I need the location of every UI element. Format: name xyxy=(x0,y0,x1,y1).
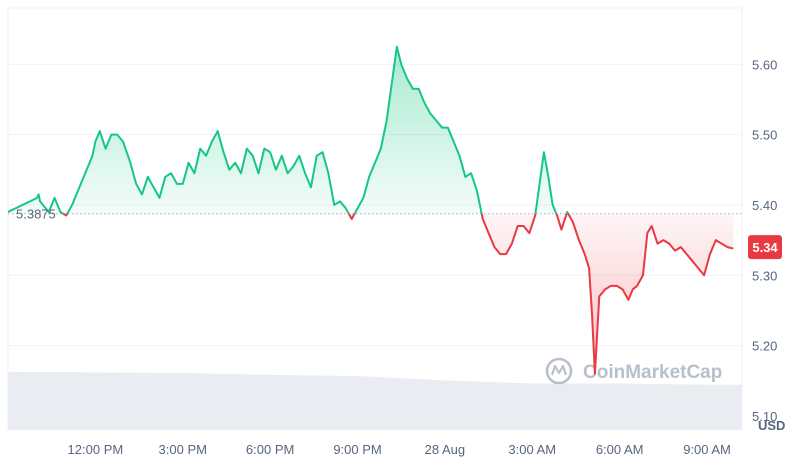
current-price-badge: 5.34 xyxy=(748,235,782,260)
x-tick-label: 3:00 AM xyxy=(508,442,556,457)
volume-fill xyxy=(8,371,742,430)
y-tick-label: 5.20 xyxy=(752,339,777,354)
currency-unit-label: USD xyxy=(758,418,785,433)
x-tick-label: 12:00 PM xyxy=(68,442,124,457)
x-tick-label: 6:00 PM xyxy=(246,442,294,457)
coinmarketcap-logo-icon xyxy=(545,357,573,385)
reference-price-value: 5.3875 xyxy=(16,207,56,222)
x-tick-label: 9:00 AM xyxy=(683,442,731,457)
x-tick-label: 6:00 AM xyxy=(596,442,644,457)
price-line xyxy=(8,45,734,375)
x-tick-label: 9:00 PM xyxy=(333,442,381,457)
y-axis-ticks: 5.10 5.20 5.30 5.40 5.50 5.60 xyxy=(752,57,777,424)
coinmarketcap-watermark: CoinMarketCap xyxy=(545,357,722,385)
plot-frame xyxy=(7,7,743,430)
y-tick-label: 5.40 xyxy=(752,198,777,213)
x-tick-label: 3:00 PM xyxy=(159,442,207,457)
reference-price-label: 5.3875 xyxy=(16,207,56,222)
x-tick-label: 28 Aug xyxy=(425,442,466,457)
volume-area xyxy=(8,371,742,430)
y-tick-label: 5.10 xyxy=(752,409,777,424)
area-fill-below-reference xyxy=(63,213,734,374)
price-area-fill xyxy=(8,46,734,374)
area-fill-above-reference xyxy=(8,46,734,214)
price-line-up-segment xyxy=(8,45,570,214)
x-axis-ticks: 12:00 PM 3:00 PM 6:00 PM 9:00 PM 28 Aug 3:00 … xyxy=(68,442,731,457)
current-price-badge-bg xyxy=(748,235,782,260)
y-tick-label: 5.50 xyxy=(752,128,777,143)
current-price-value: 5.34 xyxy=(752,240,778,255)
y-tick-label: 5.60 xyxy=(752,57,777,72)
y-tick-label: 5.30 xyxy=(752,268,777,283)
price-line-down-segment xyxy=(61,213,734,375)
watermark-text: CoinMarketCap xyxy=(583,362,722,383)
